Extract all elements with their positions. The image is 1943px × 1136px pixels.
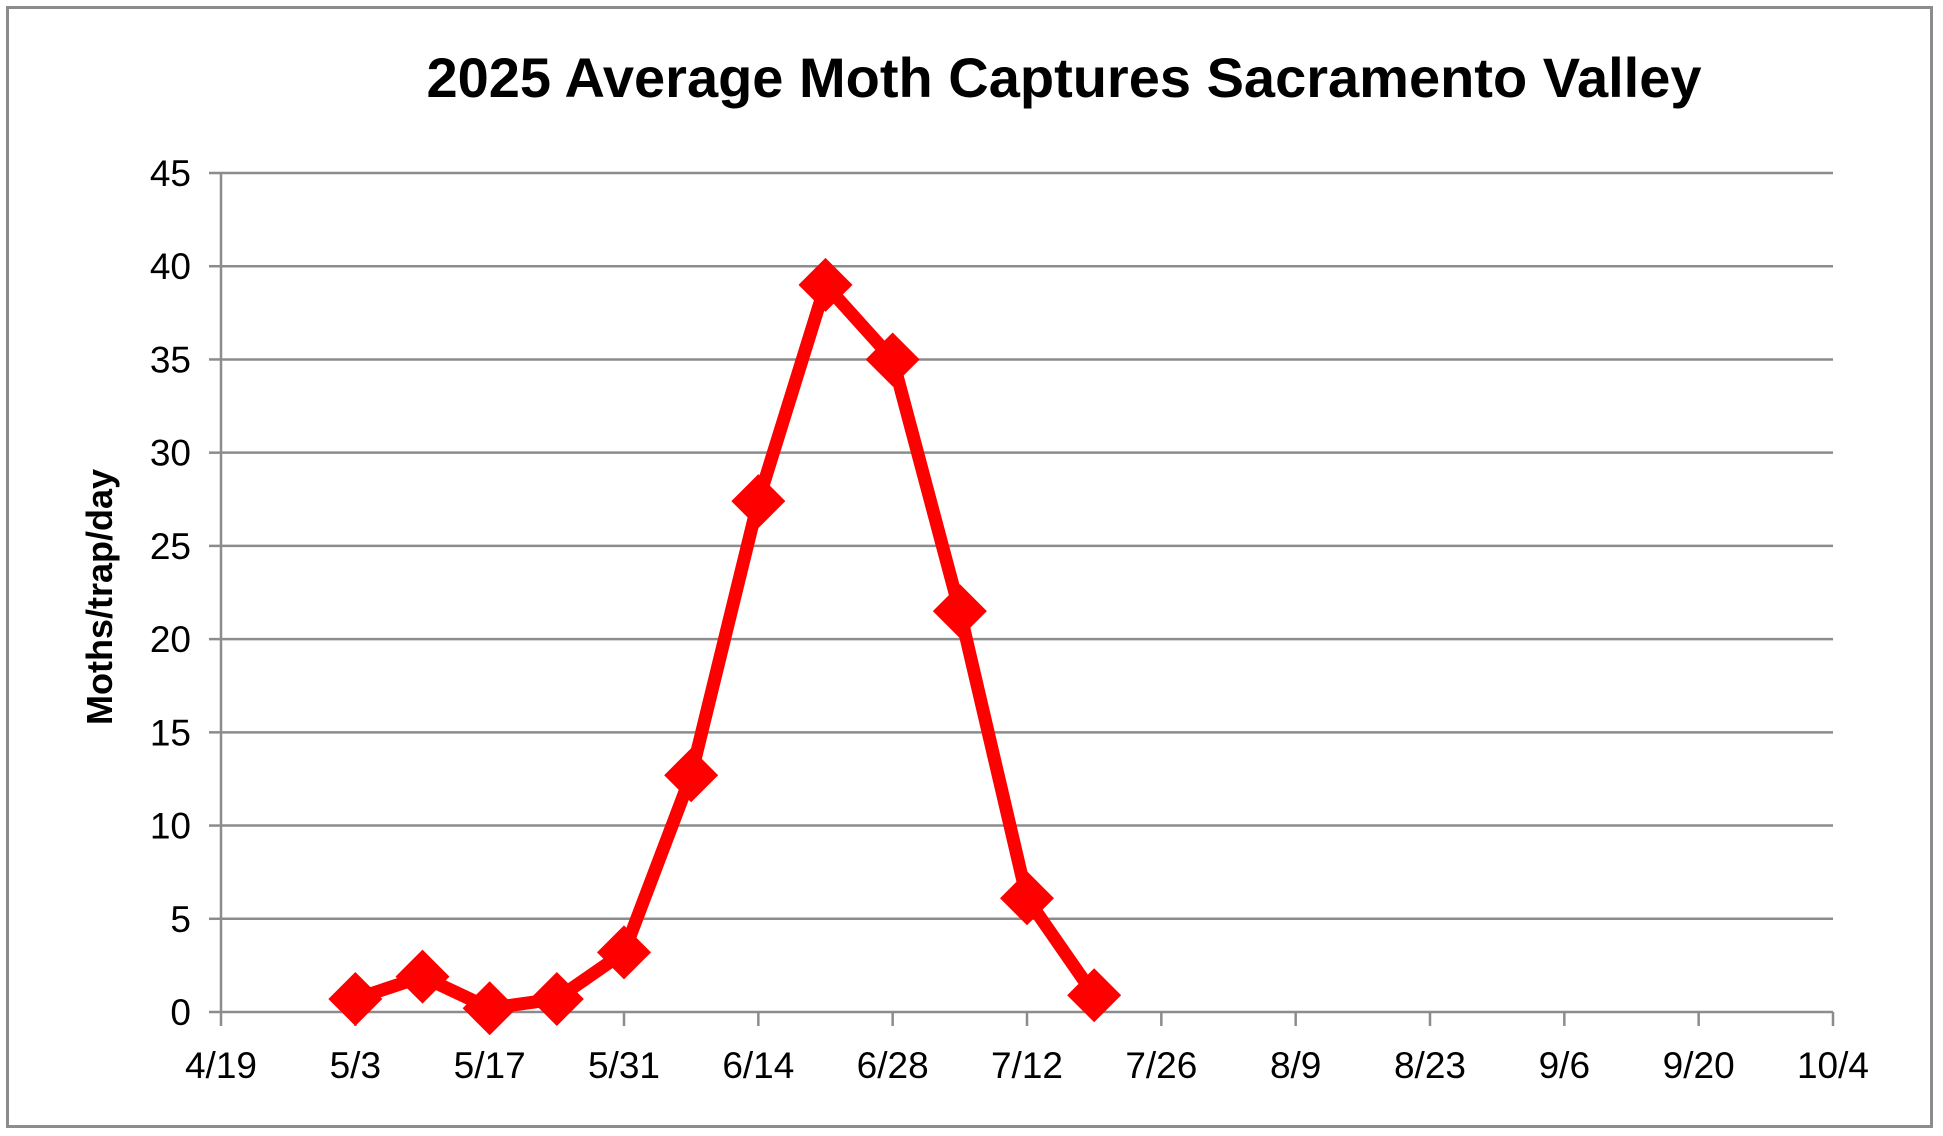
x-tick-label: 7/12 (991, 1045, 1063, 1086)
y-tick-label: 20 (150, 619, 191, 660)
grid-lines (221, 171, 1833, 921)
series-line-0 (348, 278, 1101, 1015)
y-tick-label: 10 (150, 806, 191, 847)
x-tick-label: 9/20 (1663, 1045, 1735, 1086)
data-point-marker (664, 748, 719, 803)
y-tick-label: 45 (150, 153, 191, 194)
y-tick-label: 40 (150, 246, 191, 287)
data-point-marker (395, 949, 450, 1004)
data-point-marker (597, 925, 651, 980)
y-tick-label: 0 (170, 992, 191, 1033)
x-tick-label: 7/26 (1125, 1045, 1197, 1086)
x-tick-label: 4/19 (185, 1045, 257, 1086)
data-point-marker (462, 981, 517, 1036)
x-tick-label: 8/23 (1394, 1045, 1466, 1086)
data-point-marker (731, 474, 786, 529)
data-series (328, 257, 1122, 1036)
x-tick-labels: 4/19 5/3 5/17 5/31 6/14 6/28 7/12 7/26 8/9 8/23 9/… (185, 1045, 1869, 1086)
data-point-marker (328, 971, 383, 1026)
x-tick-label: 6/28 (857, 1045, 929, 1086)
x-tick-label: 9/6 (1539, 1045, 1590, 1086)
y-tick-label: 30 (150, 433, 191, 474)
data-point-marker (798, 257, 853, 312)
data-point-marker (529, 971, 584, 1026)
chart-svg: 2025 Average Moth Captures Sacramento Va… (79, 46, 1869, 1086)
x-tick-label: 5/3 (330, 1045, 381, 1086)
x-tick-label: 6/14 (722, 1045, 794, 1086)
data-point-marker (1000, 871, 1054, 926)
y-tick-label: 15 (150, 712, 191, 753)
x-tick-label: 8/9 (1270, 1045, 1321, 1086)
y-tick-labels: 0 5 10 15 20 25 30 35 40 45 (150, 153, 191, 1033)
data-point-marker (1067, 968, 1122, 1023)
chart-frame: 2025 Average Moth Captures Sacramento Va… (6, 6, 1933, 1128)
y-tick-label: 5 (170, 899, 191, 940)
x-tick-label: 5/31 (588, 1045, 660, 1086)
data-point-marker (932, 584, 987, 639)
chart-title: 2025 Average Moth Captures Sacramento Va… (426, 46, 1701, 109)
x-tick-label: 5/17 (454, 1045, 526, 1086)
x-tick-label: 10/4 (1797, 1045, 1869, 1086)
data-point-marker (865, 332, 920, 387)
y-tick-label: 25 (150, 526, 191, 567)
y-axis-label: Moths/trap/day (79, 469, 120, 725)
y-tick-label: 35 (150, 339, 191, 380)
